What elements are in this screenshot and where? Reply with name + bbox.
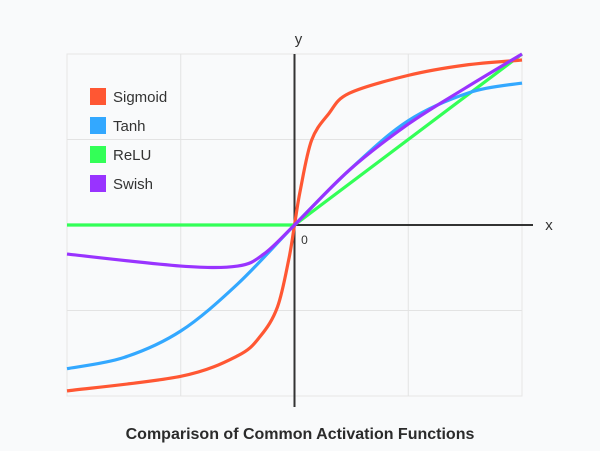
legend-swatch-sigmoid (90, 88, 106, 105)
series-line-swish (66, 52, 523, 270)
chart-title: Comparison of Common Activation Function… (125, 426, 475, 443)
legend-label-sigmoid: Sigmoid (113, 89, 167, 106)
legend-swatch-relu (90, 146, 106, 163)
y-axis-label: y (295, 31, 303, 48)
legend-label-relu: ReLU (113, 147, 151, 164)
series-line-sigmoid (66, 58, 523, 393)
legend-swatch-swish (90, 175, 106, 192)
legend-label-tanh: Tanh (113, 118, 146, 135)
x-axis-label: x (545, 217, 553, 234)
legend-label-swish: Swish (113, 176, 153, 193)
legend-swatch-tanh (90, 117, 106, 134)
origin-label: 0 (301, 233, 308, 247)
